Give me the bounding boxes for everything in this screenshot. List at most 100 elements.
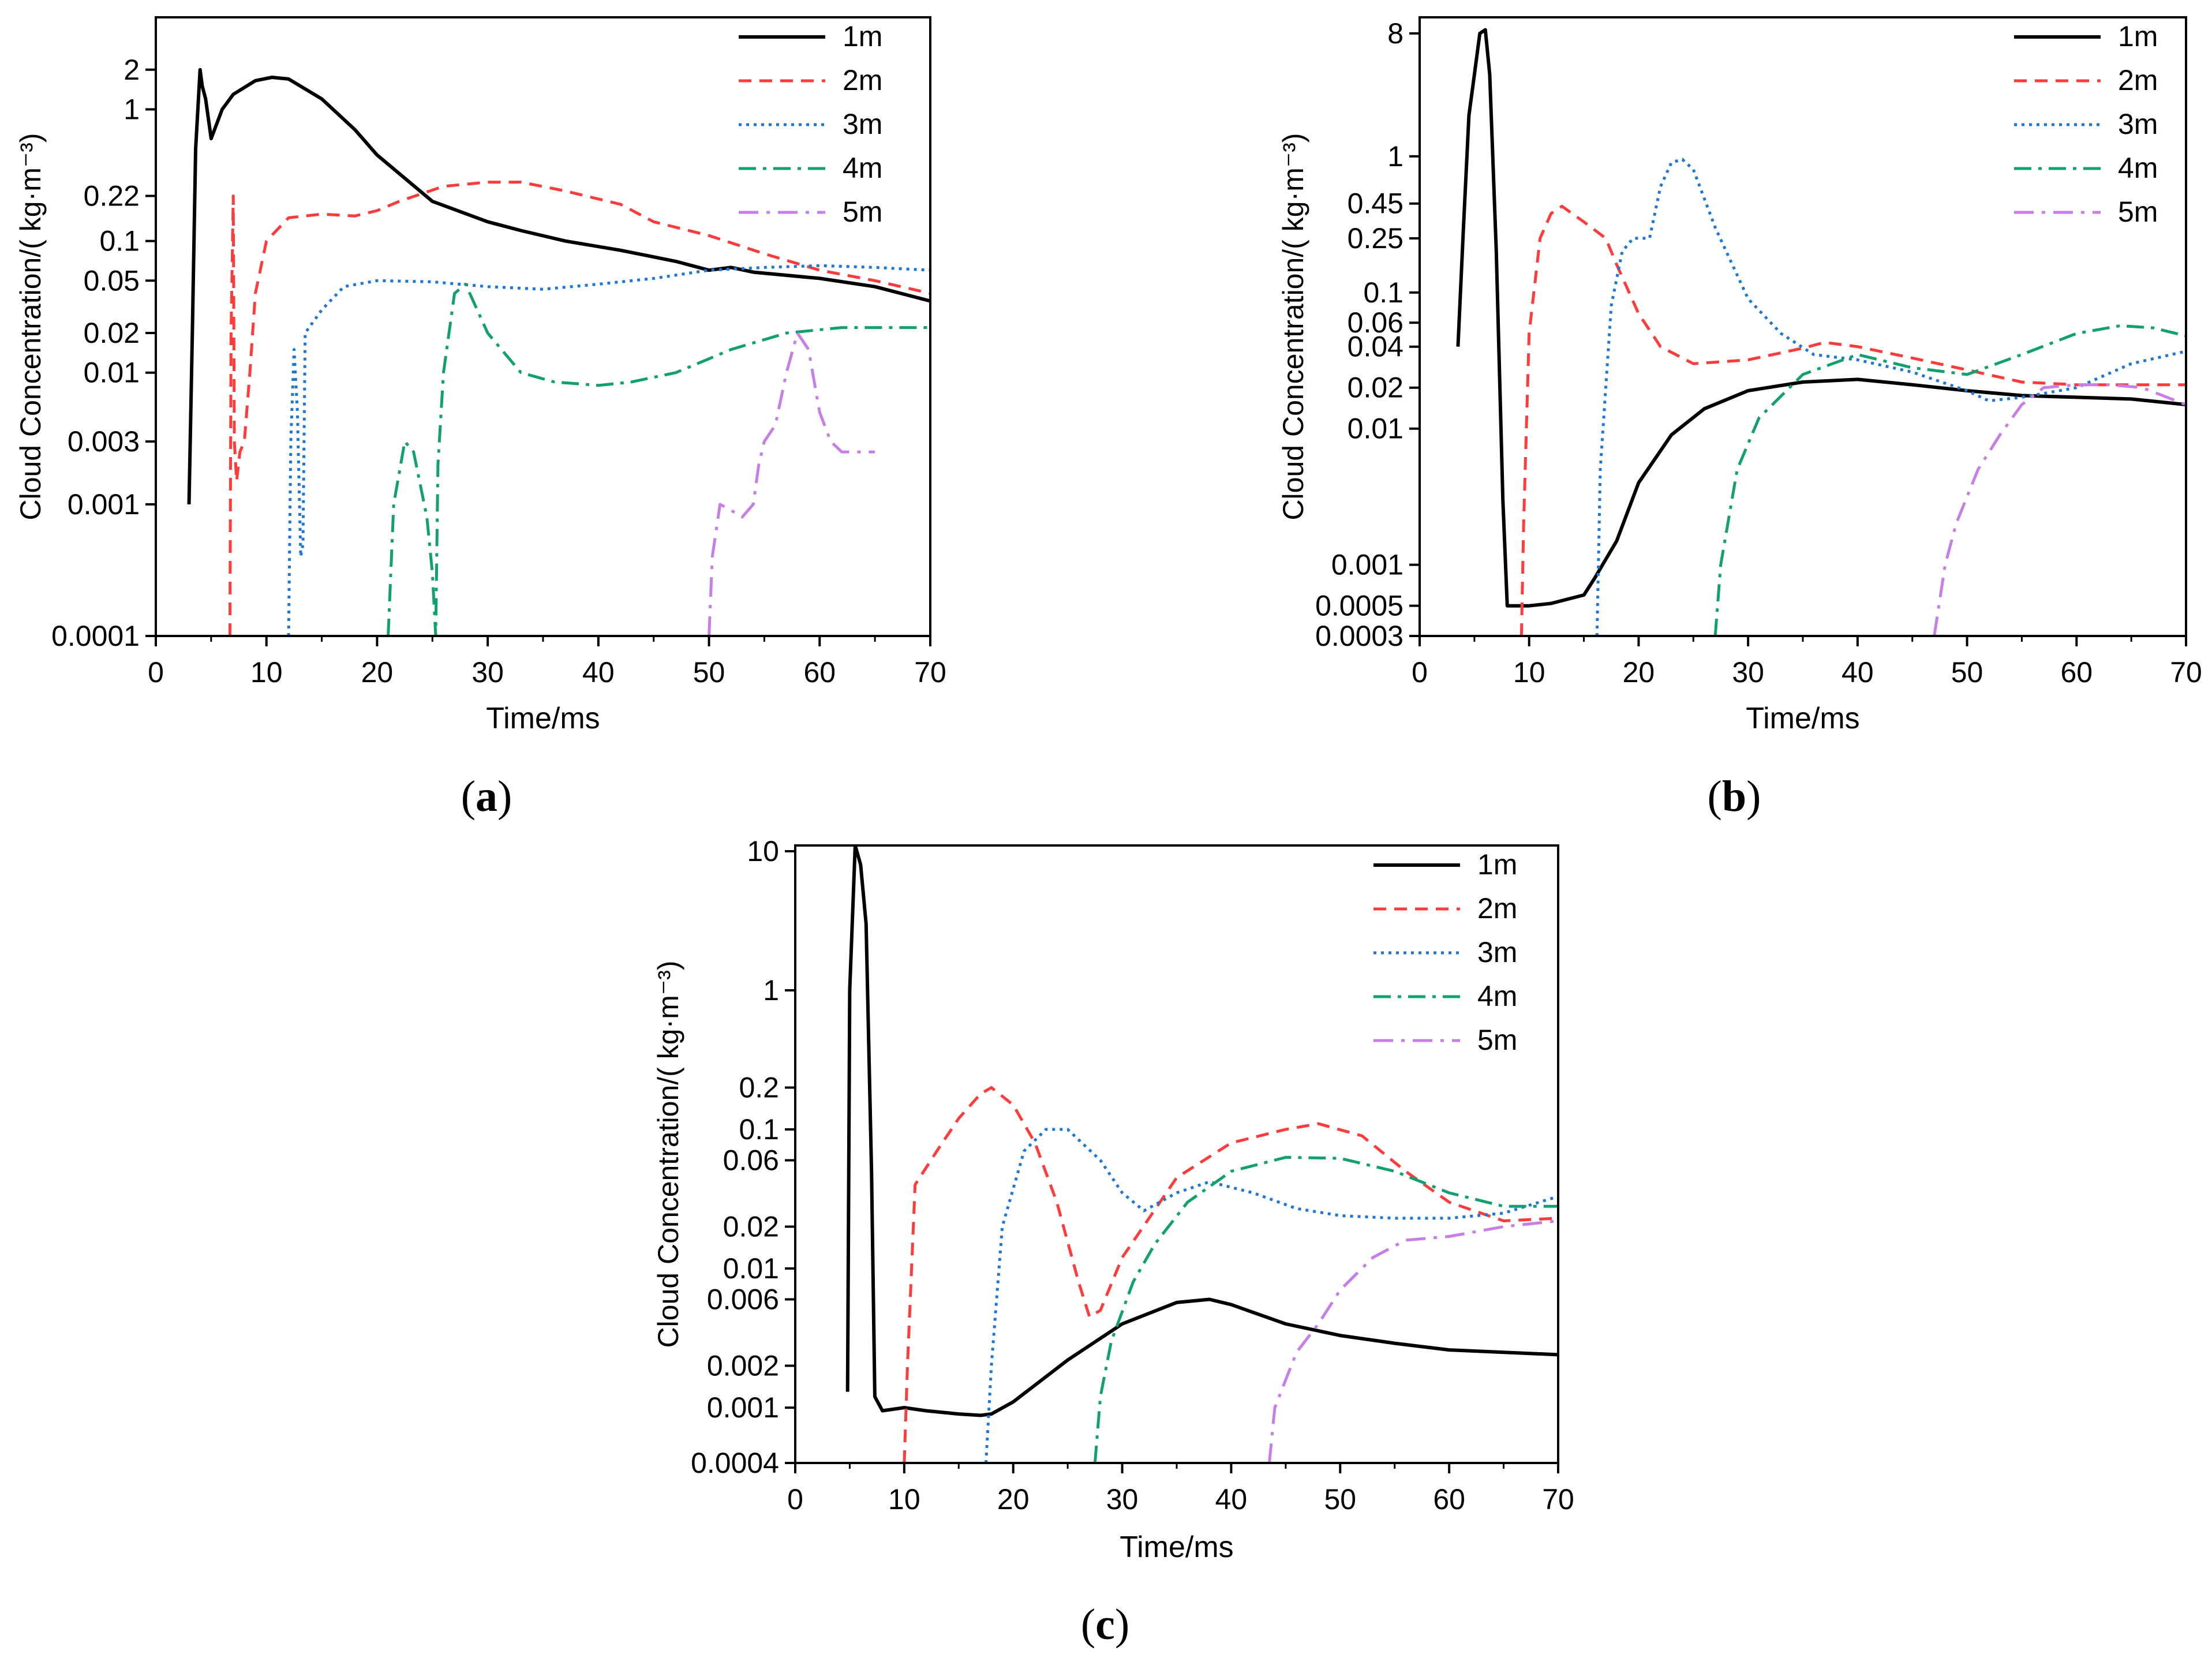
caption-close-paren: ) [497, 772, 512, 821]
legend-label-4m: 4m [2118, 152, 2158, 184]
legend-label-3m: 3m [843, 108, 882, 140]
y-axis-label: Cloud Concentration/( kg·m⁻³) [14, 133, 47, 520]
legend-label-4m: 4m [843, 152, 882, 184]
y-tick-label: 1 [1387, 140, 1403, 173]
panel-caption: (b) [1708, 772, 1761, 821]
y-tick-label: 0.02 [723, 1211, 779, 1243]
y-tick-label: 0.02 [84, 317, 140, 349]
series-line-2m [1519, 204, 2186, 636]
x-tick-label: 70 [1542, 1483, 1574, 1515]
x-tick-label: 20 [1623, 656, 1655, 688]
x-axis-label: Time/ms [486, 702, 600, 735]
caption-open-paren: ( [461, 772, 476, 821]
x-axis-label: Time/ms [1120, 1530, 1233, 1564]
x-tick-label: 60 [2060, 656, 2093, 688]
legend-label-3m: 3m [2118, 108, 2158, 140]
x-tick-label: 40 [582, 656, 615, 688]
panel-caption: (a) [461, 772, 512, 821]
y-tick-label: 1 [123, 93, 140, 125]
caption-close-paren: ) [1115, 1600, 1129, 1649]
legend-label-1m: 1m [2118, 20, 2158, 53]
y-tick-label: 0.0004 [691, 1447, 779, 1479]
x-tick-label: 10 [1513, 656, 1545, 688]
caption-open-paren: ( [1081, 1600, 1095, 1649]
series-line-4m [1713, 324, 2186, 636]
x-tick-label: 50 [1324, 1483, 1356, 1515]
legend-label-5m: 5m [2118, 196, 2158, 228]
panel-caption: (c) [1081, 1600, 1129, 1649]
series-line-3m [287, 264, 930, 636]
y-tick-label: 0.0005 [1315, 590, 1403, 622]
series-line-3m [985, 1128, 1558, 1463]
x-tick-label: 30 [1106, 1483, 1139, 1515]
caption-open-paren: ( [1708, 772, 1722, 821]
y-tick-label: 0.45 [1348, 188, 1403, 220]
x-tick-label: 40 [1842, 656, 1874, 688]
y-tick-label: 0.0003 [1315, 620, 1403, 652]
y-tick-label: 0.002 [707, 1350, 779, 1382]
plot-frame [155, 16, 931, 637]
y-tick-label: 0.06 [723, 1144, 779, 1177]
x-tick-label: 30 [1732, 656, 1764, 688]
y-tick-label: 0.01 [723, 1252, 779, 1285]
series-line-1m [1456, 28, 2186, 608]
legend-label-4m: 4m [1477, 980, 1517, 1012]
y-tick-label: 0.1 [99, 225, 140, 257]
x-tick-label: 70 [914, 656, 946, 688]
y-tick-label: 0.003 [68, 425, 140, 458]
x-tick-label: 30 [471, 656, 504, 688]
caption-letter: b [1722, 772, 1746, 821]
legend-label-2m: 2m [1477, 892, 1517, 925]
legend-label-3m: 3m [1477, 936, 1517, 968]
y-axis-label: Cloud Concentration/( kg·m⁻³) [1277, 133, 1309, 520]
legend-label-1m: 1m [1477, 848, 1517, 881]
panel-c: 0 10 20 30 40 50 60 70 0.0004 0.001 0.002 0.0060.01… [652, 835, 1574, 1649]
plot-frame [794, 844, 1559, 1464]
y-tick-label: 0.1 [1363, 276, 1403, 309]
series-line-1m [845, 845, 1558, 1417]
series-line-5m [1933, 383, 2186, 636]
y-tick-label: 0.04 [1348, 331, 1403, 363]
x-tick-label: 50 [693, 656, 725, 688]
x-tick-label: 0 [1412, 656, 1428, 688]
y-tick-label: 0.0001 [51, 620, 140, 652]
legend-label-5m: 5m [1477, 1024, 1517, 1056]
x-tick-label: 20 [361, 656, 394, 688]
x-tick-label: 40 [1215, 1483, 1248, 1515]
y-tick-label: 0.02 [1348, 372, 1403, 404]
caption-letter: a [476, 772, 497, 821]
y-tick-label: 0.001 [1331, 549, 1403, 581]
x-tick-label: 60 [803, 656, 836, 688]
series-line-5m [708, 331, 875, 636]
plot-frame [1418, 16, 2187, 637]
y-tick-label: 2 [123, 54, 140, 86]
series-line-4m [1093, 1155, 1558, 1463]
x-tick-label: 70 [2170, 656, 2202, 688]
x-tick-label: 10 [250, 656, 283, 688]
y-tick-label: 0.2 [739, 1071, 779, 1103]
y-tick-label: 0.001 [68, 488, 140, 521]
y-tick-label: 8 [1387, 17, 1403, 50]
legend-label-5m: 5m [843, 196, 882, 228]
y-tick-label: 0.22 [84, 179, 140, 212]
y-axis-label: Cloud Concentration/( kg·m⁻³) [652, 960, 684, 1348]
caption-close-paren: ) [1746, 772, 1761, 821]
legend-label-2m: 2m [2118, 64, 2158, 96]
series-line-2m [228, 181, 930, 636]
series-line-2m [903, 1086, 1558, 1463]
caption-letter: c [1095, 1600, 1115, 1649]
legend-label-1m: 1m [843, 20, 882, 53]
x-tick-label: 0 [787, 1483, 803, 1515]
y-tick-label: 1 [763, 974, 779, 1006]
legend-label-2m: 2m [843, 64, 882, 96]
y-tick-label: 0.01 [84, 357, 140, 389]
panel-a: 0 10 20 30 40 50 60 70 0.0001 0.001 0.003 0.01 0.02 0… [14, 16, 946, 821]
series-line-5m [1268, 1219, 1558, 1463]
x-tick-label: 50 [1951, 656, 1983, 688]
y-tick-label: 0.05 [84, 264, 140, 297]
y-tick-label: 0.006 [707, 1283, 779, 1316]
x-tick-label: 60 [1433, 1483, 1465, 1515]
x-axis-label: Time/ms [1746, 702, 1859, 735]
y-tick-label: 0.25 [1348, 222, 1403, 255]
